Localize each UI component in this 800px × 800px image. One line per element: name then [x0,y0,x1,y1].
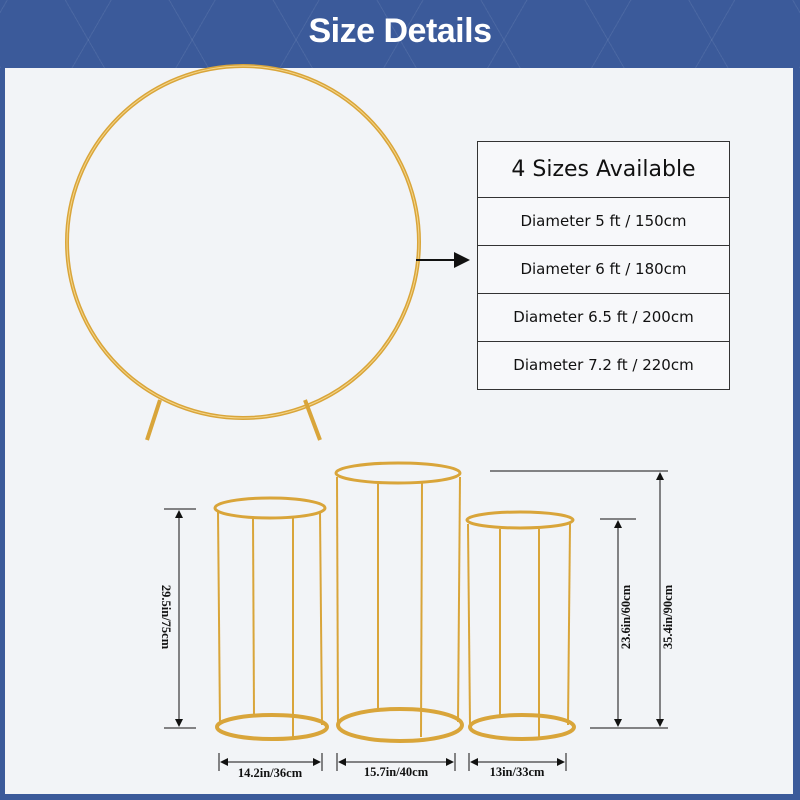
left-width-label: 14.2in/36cm [238,766,303,780]
header-pattern [0,0,800,68]
size-row: Diameter 7.2 ft / 220cm [513,356,694,374]
sizes-table-title: 4 Sizes Available [478,142,729,198]
right-width-label: 13in/33cm [490,765,545,779]
page-title: Size Details [308,12,492,50]
hoop-arch [65,64,421,441]
size-row: Diameter 6 ft / 180cm [478,246,729,294]
right-tall-height-label: 35.4in/90cm [661,584,675,649]
plinth-right [465,510,576,741]
sizes-table: 4 Sizes Available Diameter 5 ft / 150cm … [477,141,730,390]
size-row: Diameter 5 ft / 150cm [478,198,729,246]
plinth-left [213,496,329,741]
center-width-label: 15.7in/40cm [364,765,429,779]
size-row: Diameter 6.5 ft / 200cm [478,294,729,342]
left-height-label: 29.5in/75cm [159,585,173,650]
plinth-center [334,461,464,743]
right-mid-height-label: 23.6in/60cm [619,584,633,649]
